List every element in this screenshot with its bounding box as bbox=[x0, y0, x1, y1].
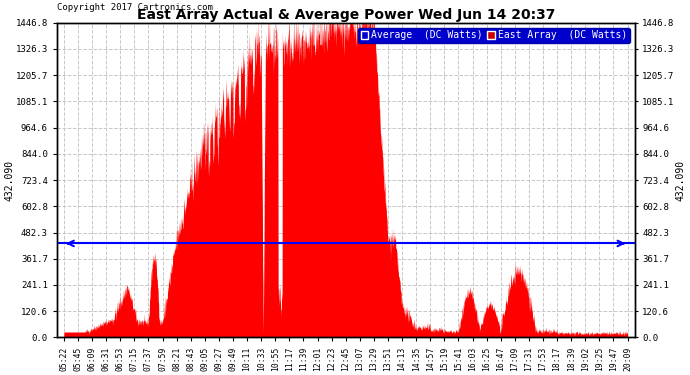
Text: Copyright 2017 Cartronics.com: Copyright 2017 Cartronics.com bbox=[57, 3, 213, 12]
Y-axis label: 432.090: 432.090 bbox=[4, 159, 14, 201]
Title: East Array Actual & Average Power Wed Jun 14 20:37: East Array Actual & Average Power Wed Ju… bbox=[137, 8, 555, 21]
Legend: Average  (DC Watts), East Array  (DC Watts): Average (DC Watts), East Array (DC Watts… bbox=[357, 28, 630, 44]
Y-axis label: 432.090: 432.090 bbox=[676, 159, 686, 201]
